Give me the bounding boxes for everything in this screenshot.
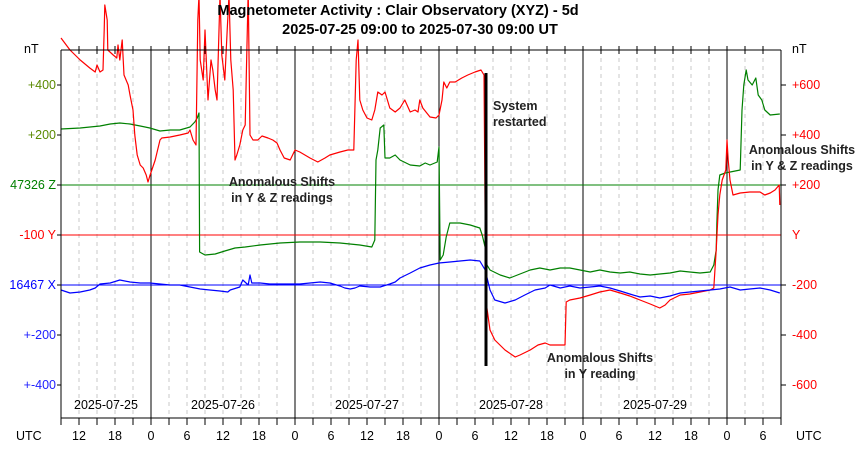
annotation-text: Anomalous Shifts (749, 143, 855, 157)
chart-title: Magnetometer Activity : Clair Observator… (217, 3, 578, 19)
left-axis-label: +400 (28, 78, 56, 92)
right-axis-labels: +600 +400 +200 Y -200 -400 -600 (781, 78, 820, 392)
annotation-text: Anomalous Shifts (547, 351, 653, 365)
annotation-text: in Y & Z readings (751, 159, 853, 173)
x-tick-label: 12 (360, 429, 374, 443)
annotation-text: restarted (493, 115, 547, 129)
right-axis-label: -400 (792, 328, 817, 342)
x-unit-label-right: UTC (796, 429, 822, 443)
x-tick-label: 6 (760, 429, 767, 443)
left-axis-label: 16467 X (9, 278, 56, 292)
right-axis-label: -200 (792, 278, 817, 292)
right-axis-label: Y (792, 228, 801, 242)
x-tick-label: 12 (216, 429, 230, 443)
annotation-text: System (493, 99, 537, 113)
x-axis-labels: 12 18 0 6 12 18 0 6 12 18 0 6 12 18 0 6 12 18 0 6 (72, 429, 766, 443)
left-axis-label: +-400 (24, 378, 56, 392)
right-axis-label: +200 (792, 178, 820, 192)
plot-frame (60, 46, 782, 425)
right-axis-label: +400 (792, 128, 820, 142)
x-tick-label: 12 (648, 429, 662, 443)
day-label: 2025-07-27 (335, 398, 399, 412)
left-axis-label: 47326 Z (10, 178, 56, 192)
x-tick-label: 18 (540, 429, 554, 443)
x-tick-label: 0 (436, 429, 443, 443)
grid-lines (78, 50, 764, 418)
x-tick-label: 6 (472, 429, 479, 443)
x-tick-label: 0 (580, 429, 587, 443)
x-tick-label: 18 (396, 429, 410, 443)
x-tick-label: 6 (184, 429, 191, 443)
x-tick-label: 12 (72, 429, 86, 443)
left-axis-label: +-200 (24, 328, 56, 342)
right-axis-label: -600 (792, 378, 817, 392)
x-tick-label: 0 (724, 429, 731, 443)
left-axis-label: +200 (28, 128, 56, 142)
x-unit-label-left: UTC (16, 429, 42, 443)
right-unit-label: nT (792, 42, 807, 56)
annotations: System restarted Anomalous Shifts in Y & Z … (229, 99, 855, 381)
x-tick-label: 18 (108, 429, 122, 443)
annotation-text: in Y reading (564, 367, 635, 381)
x-tick-label: 0 (148, 429, 155, 443)
day-label: 2025-07-29 (623, 398, 687, 412)
day-label: 2025-07-28 (479, 398, 543, 412)
x-tick-label: 18 (252, 429, 266, 443)
series-traces (60, 0, 781, 358)
chart-subtitle: 2025-07-25 09:00 to 2025-07-30 09:00 UT (282, 22, 558, 38)
annotation-text: in Y & Z readings (231, 191, 333, 205)
x-tick-label: 6 (616, 429, 623, 443)
x-tick-label: 6 (328, 429, 335, 443)
left-unit-label: nT (24, 42, 39, 56)
right-axis-label: +600 (792, 78, 820, 92)
x-tick-label: 0 (292, 429, 299, 443)
x-tick-label: 12 (504, 429, 518, 443)
series-y-line (60, 0, 781, 358)
series-x-line (60, 259, 780, 304)
day-labels: 2025-07-25 2025-07-26 2025-07-27 2025-07-28… (74, 398, 687, 412)
left-axis-label: -100 Y (19, 228, 56, 242)
day-label: 2025-07-25 (74, 398, 138, 412)
left-axis-labels: +400 +200 47326 Z -100 Y 16467 X +-200 +-400 (9, 78, 61, 392)
day-label: 2025-07-26 (191, 398, 255, 412)
x-tick-label: 18 (684, 429, 698, 443)
annotation-text: Anomalous Shifts (229, 175, 335, 189)
